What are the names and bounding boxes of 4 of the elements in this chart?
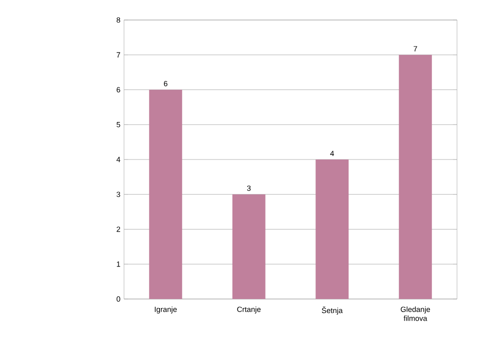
- bar: [149, 90, 182, 299]
- bar: [232, 194, 266, 299]
- bar: [398, 54, 432, 299]
- bar: [316, 160, 349, 299]
